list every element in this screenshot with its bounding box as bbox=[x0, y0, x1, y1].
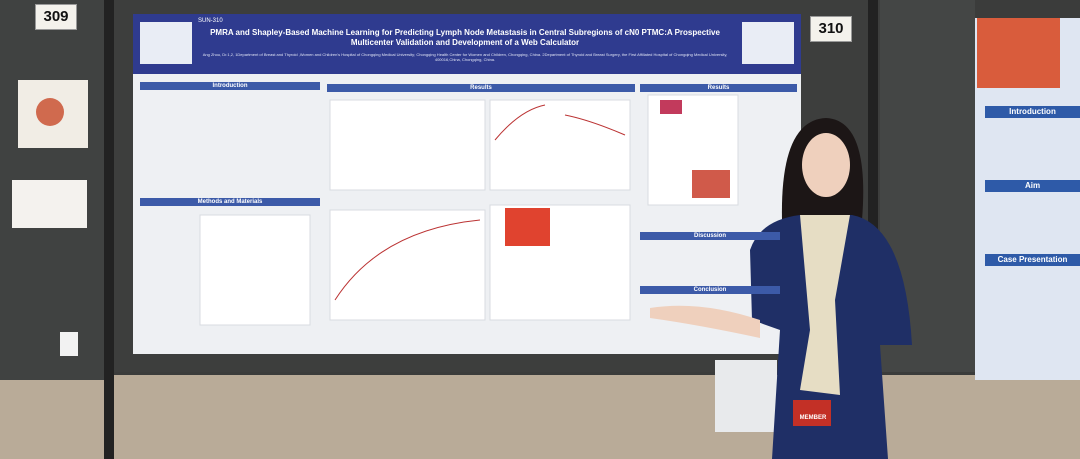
section-header: Conclusion bbox=[640, 286, 780, 294]
paper bbox=[12, 180, 87, 228]
poster-code: SUN-310 bbox=[198, 18, 223, 24]
section-header: Methods and Materials bbox=[140, 198, 320, 206]
right-poster-logo bbox=[977, 18, 1060, 88]
post bbox=[104, 0, 114, 459]
cup bbox=[60, 332, 78, 356]
heatmap bbox=[660, 100, 682, 114]
section-header: Case Presentation bbox=[985, 254, 1080, 266]
box bbox=[715, 360, 777, 432]
section-header: Introduction bbox=[985, 106, 1080, 118]
post bbox=[868, 0, 878, 380]
person bbox=[650, 118, 912, 459]
poster-title: PMRA and Shapley-Based Machine Learning … bbox=[210, 28, 720, 47]
heatmap bbox=[692, 170, 730, 198]
section-header: Discussion bbox=[640, 232, 780, 240]
logo bbox=[742, 22, 794, 64]
booth-number: 310 bbox=[810, 16, 852, 42]
section-header: Results bbox=[327, 84, 635, 92]
illustration bbox=[36, 98, 64, 126]
curves bbox=[334, 104, 626, 301]
badge-label: MEMBER bbox=[799, 415, 827, 421]
floor bbox=[0, 375, 1080, 459]
section-header: Aim bbox=[985, 180, 1080, 192]
poster-authors: Ang Zhou, Dr.1,2, 1Department of Breast … bbox=[202, 52, 728, 62]
heatmap bbox=[505, 208, 550, 246]
poster-header bbox=[133, 14, 801, 74]
section-header: Results bbox=[640, 84, 797, 92]
section-header: Introduction bbox=[140, 82, 320, 90]
booth-number: 309 bbox=[35, 4, 77, 30]
logo bbox=[140, 22, 192, 64]
